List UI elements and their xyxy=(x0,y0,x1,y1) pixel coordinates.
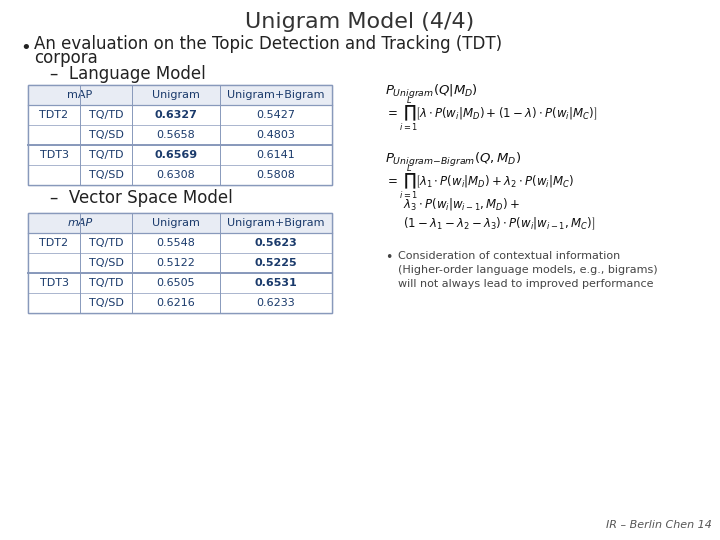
Bar xyxy=(28,85,332,105)
Bar xyxy=(28,233,332,253)
Text: TDT3: TDT3 xyxy=(40,150,68,160)
Bar xyxy=(28,125,332,145)
Text: TQ/TD: TQ/TD xyxy=(89,238,123,248)
Text: •: • xyxy=(20,39,31,57)
Text: –  Language Model: – Language Model xyxy=(50,65,206,83)
Text: IR – Berlin Chen 14: IR – Berlin Chen 14 xyxy=(606,520,712,530)
Bar xyxy=(28,213,332,313)
Bar xyxy=(28,145,332,165)
Text: corpora: corpora xyxy=(34,49,98,67)
Bar xyxy=(28,293,332,313)
Text: $\lambda_3\cdot P(w_i|w_{i-1},M_D)+$: $\lambda_3\cdot P(w_i|w_{i-1},M_D)+$ xyxy=(403,196,520,212)
Text: 0.6327: 0.6327 xyxy=(155,110,197,120)
Bar xyxy=(28,253,332,273)
Text: TQ/SD: TQ/SD xyxy=(89,298,123,308)
Text: Unigram Model (4/4): Unigram Model (4/4) xyxy=(246,12,474,32)
Text: 0.6505: 0.6505 xyxy=(157,278,195,288)
Text: 0.5225: 0.5225 xyxy=(255,258,297,268)
Text: TQ/TD: TQ/TD xyxy=(89,278,123,288)
Text: •: • xyxy=(385,251,392,264)
Text: mAP: mAP xyxy=(68,218,93,228)
Text: Unigram+Bigram: Unigram+Bigram xyxy=(228,90,325,100)
Text: Unigram: Unigram xyxy=(152,90,200,100)
Text: $\left.(1-\lambda_1-\lambda_2-\lambda_3)\cdot P(w_i|w_{i-1},M_C)\right]$: $\left.(1-\lambda_1-\lambda_2-\lambda_3)… xyxy=(403,216,595,232)
Text: (Higher-order language models, e.g., bigrams): (Higher-order language models, e.g., big… xyxy=(398,265,657,275)
Text: TDT3: TDT3 xyxy=(40,278,68,288)
Text: 0.6531: 0.6531 xyxy=(255,278,297,288)
Bar xyxy=(28,213,332,233)
Text: $=\prod_{i=1}^{L}\!\left[\lambda_1\cdot P(w_i|M_D)+\lambda_2\cdot P(w_i|M_C)\rig: $=\prod_{i=1}^{L}\!\left[\lambda_1\cdot … xyxy=(385,163,574,201)
Text: Unigram: Unigram xyxy=(152,218,200,228)
Text: 0.5122: 0.5122 xyxy=(156,258,195,268)
Text: –  Vector Space Model: – Vector Space Model xyxy=(50,189,233,207)
Text: 0.6216: 0.6216 xyxy=(157,298,195,308)
Bar xyxy=(28,165,332,185)
Text: $P_{Unigram}(Q|M_D)$: $P_{Unigram}(Q|M_D)$ xyxy=(385,83,478,101)
Text: TQ/SD: TQ/SD xyxy=(89,130,123,140)
Text: TQ/SD: TQ/SD xyxy=(89,258,123,268)
Text: TQ/TD: TQ/TD xyxy=(89,150,123,160)
Text: An evaluation on the Topic Detection and Tracking (TDT): An evaluation on the Topic Detection and… xyxy=(34,35,502,53)
Text: 0.6141: 0.6141 xyxy=(256,150,295,160)
Bar xyxy=(28,273,332,293)
Text: TDT2: TDT2 xyxy=(40,238,68,248)
Text: Consideration of contextual information: Consideration of contextual information xyxy=(398,251,620,261)
Text: 0.6308: 0.6308 xyxy=(157,170,195,180)
Text: $P_{Unigram\mathrm{-}Bigram}(Q,M_D)$: $P_{Unigram\mathrm{-}Bigram}(Q,M_D)$ xyxy=(385,151,521,169)
Bar xyxy=(28,105,332,125)
Text: TDT2: TDT2 xyxy=(40,110,68,120)
Text: 0.5427: 0.5427 xyxy=(256,110,295,120)
Text: Unigram+Bigram: Unigram+Bigram xyxy=(228,218,325,228)
Text: $=\prod_{i=1}^{L}\!\left[\lambda\cdot P(w_i|M_D)+(1-\lambda)\cdot P(w_i|M_C)\rig: $=\prod_{i=1}^{L}\!\left[\lambda\cdot P(… xyxy=(385,94,597,133)
Text: 0.5548: 0.5548 xyxy=(156,238,195,248)
Bar xyxy=(28,213,332,313)
Text: 0.5623: 0.5623 xyxy=(255,238,297,248)
Text: 0.6569: 0.6569 xyxy=(154,150,197,160)
Text: will not always lead to improved performance: will not always lead to improved perform… xyxy=(398,279,654,289)
Bar xyxy=(28,85,332,185)
Text: mAP: mAP xyxy=(68,90,93,100)
Text: 0.4803: 0.4803 xyxy=(256,130,295,140)
Text: TQ/TD: TQ/TD xyxy=(89,110,123,120)
Text: TQ/SD: TQ/SD xyxy=(89,170,123,180)
Text: 0.6233: 0.6233 xyxy=(256,298,295,308)
Text: 0.5658: 0.5658 xyxy=(157,130,195,140)
Text: 0.5808: 0.5808 xyxy=(256,170,295,180)
Bar xyxy=(28,85,332,185)
